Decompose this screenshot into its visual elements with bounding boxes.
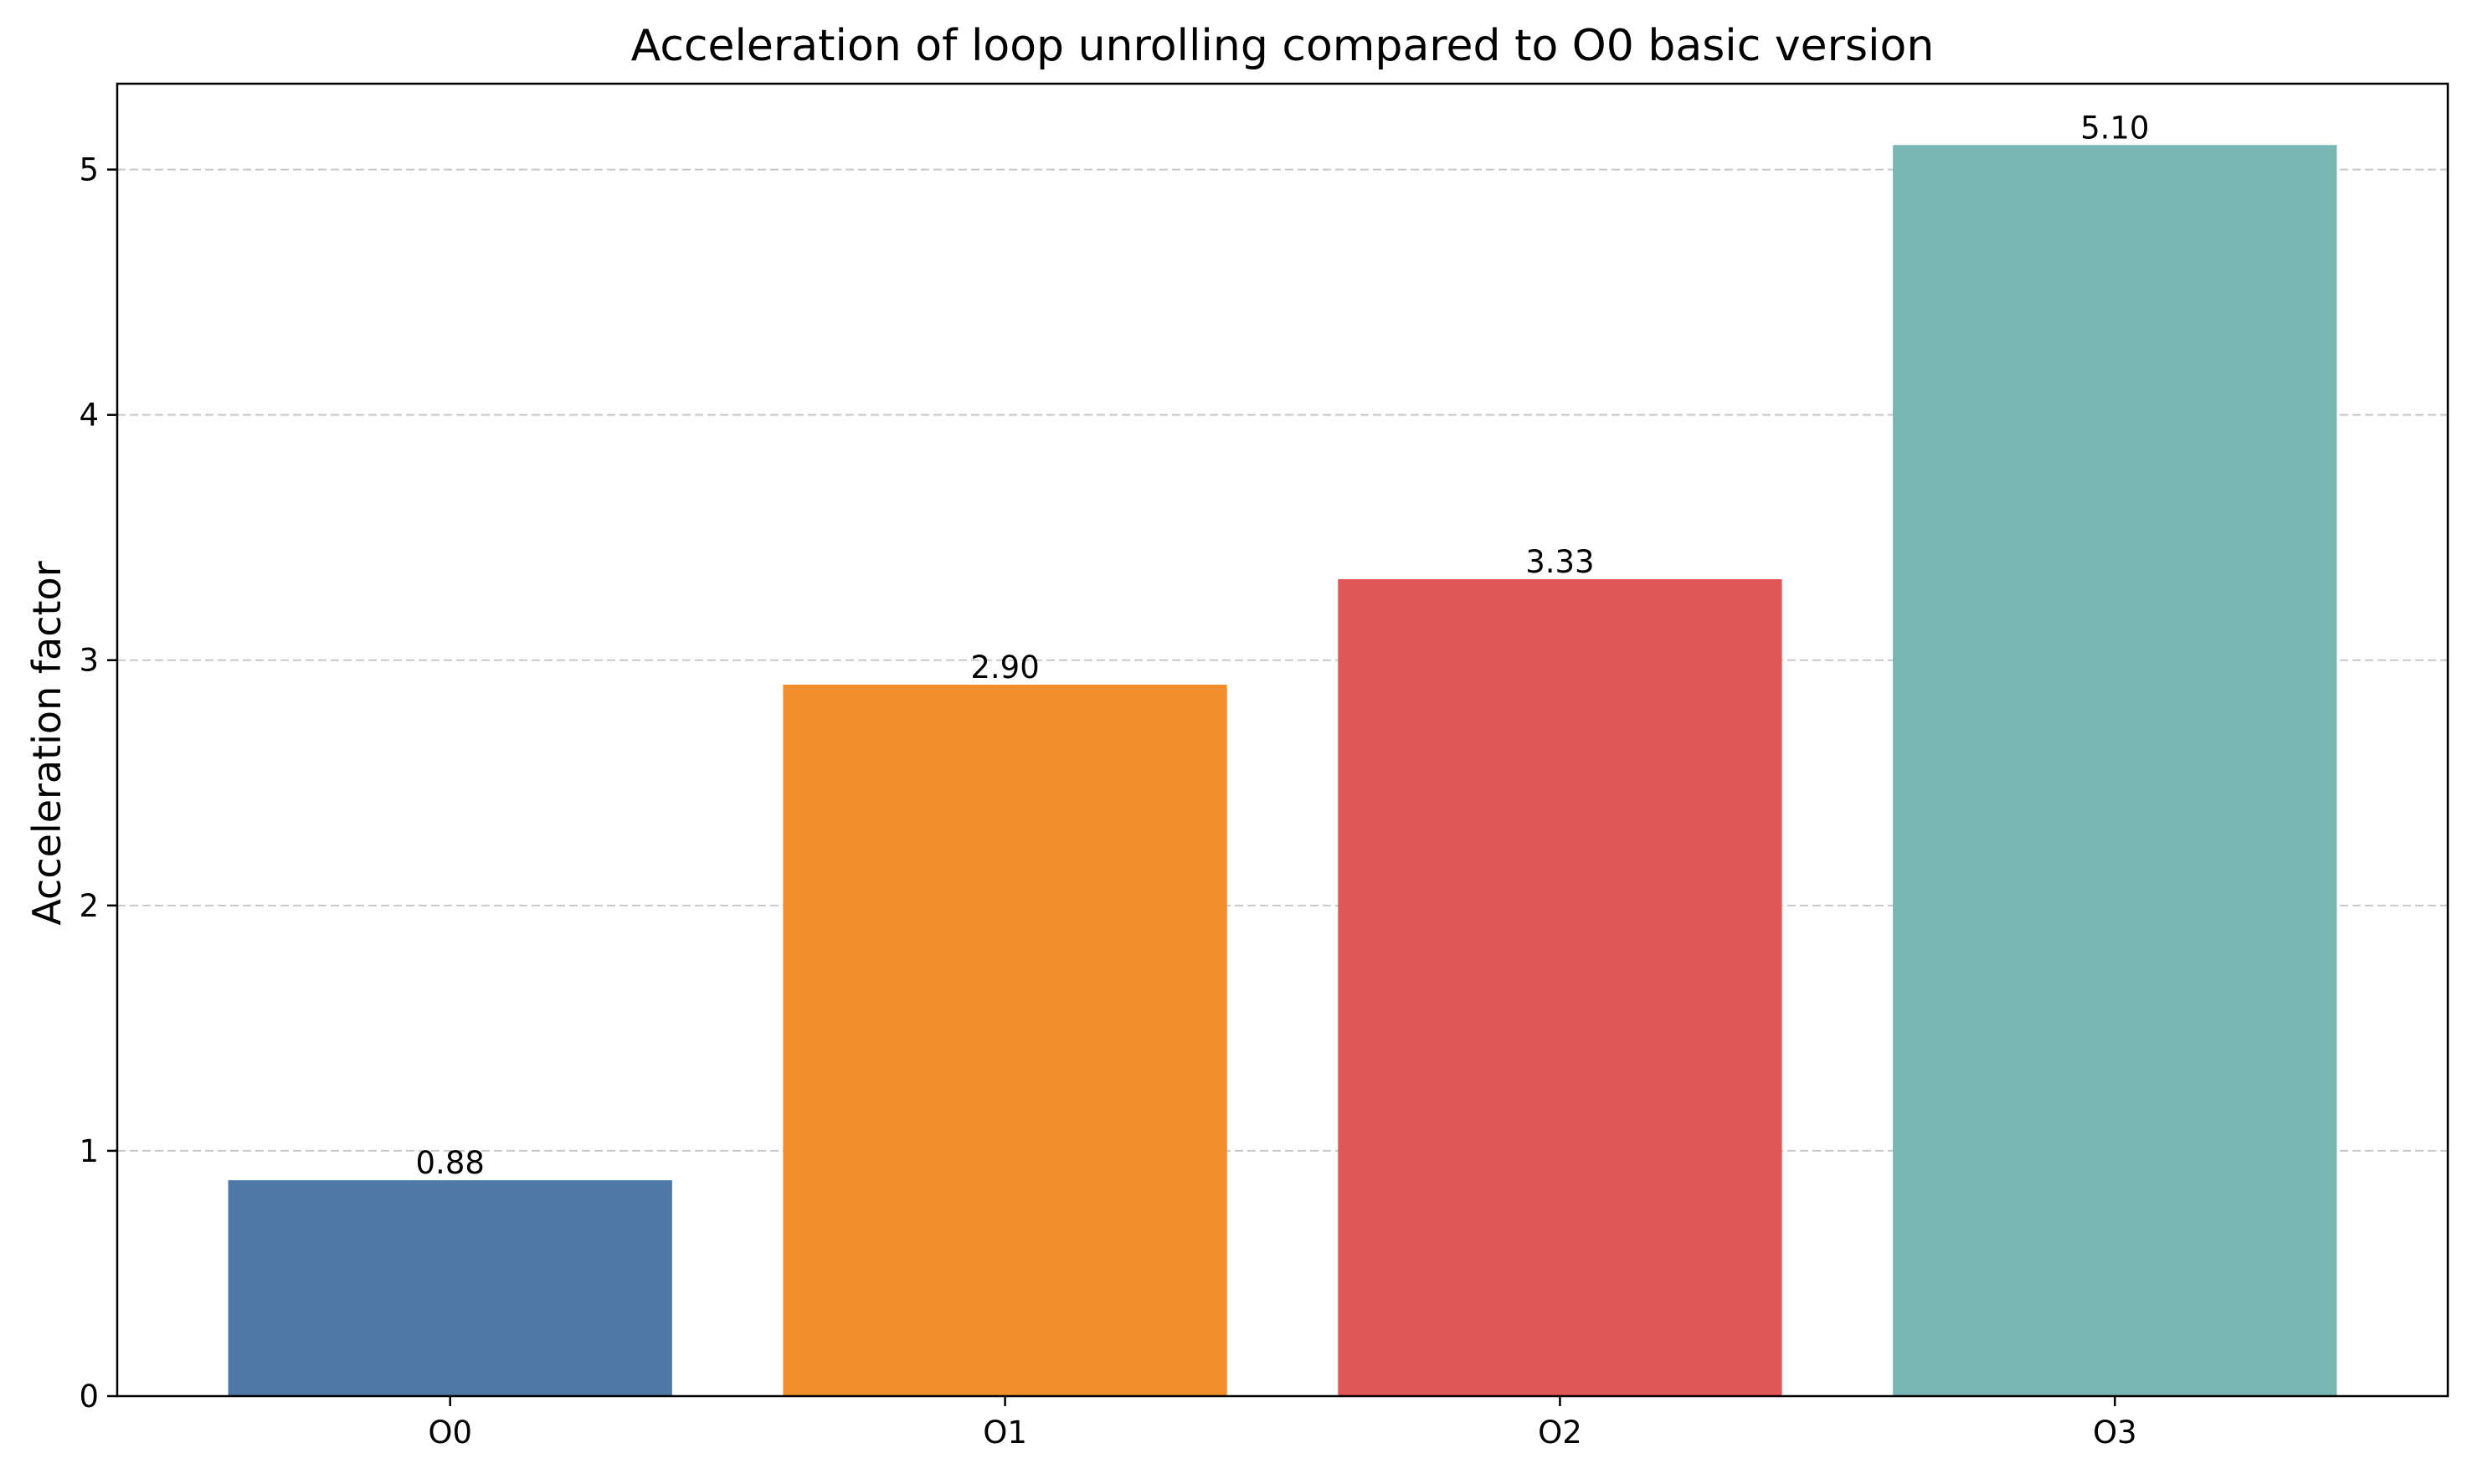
bars (228, 145, 2337, 1397)
bar-o3 (1893, 145, 2337, 1397)
x-axis-ticks: O0 O1 O2 O3 (428, 1396, 2137, 1451)
data-label-o3: 5.10 (2080, 110, 2149, 146)
y-axis-label: Acceleration factor (24, 561, 69, 925)
y-tick-label-0: 0 (79, 1379, 99, 1415)
bar-o2 (1338, 579, 1782, 1396)
chart-title: Acceleration of loop unrolling compared … (631, 21, 1935, 71)
y-tick-label-5: 5 (79, 152, 99, 188)
plot-frame (116, 82, 2449, 1398)
y-tick-label-1: 1 (79, 1133, 99, 1169)
bar-o0 (228, 1180, 672, 1396)
data-labels: 0.88 2.90 3.33 5.10 (416, 110, 2150, 1181)
data-label-o0: 0.88 (416, 1145, 485, 1181)
bar-o1 (783, 685, 1227, 1396)
y-axis-ticks: 0 1 2 3 4 5 (79, 152, 117, 1415)
data-label-o2: 3.33 (1525, 544, 1594, 580)
y-tick-label-4: 4 (79, 398, 99, 434)
x-tick-label-o2: O2 (1538, 1415, 1582, 1451)
x-tick-label-o3: O3 (2093, 1415, 2137, 1451)
x-tick-label-o0: O0 (428, 1415, 472, 1451)
x-tick-label-o1: O1 (983, 1415, 1027, 1451)
data-label-o1: 2.90 (970, 650, 1039, 686)
y-tick-label-2: 2 (79, 888, 99, 924)
y-tick-label-3: 3 (79, 643, 99, 679)
